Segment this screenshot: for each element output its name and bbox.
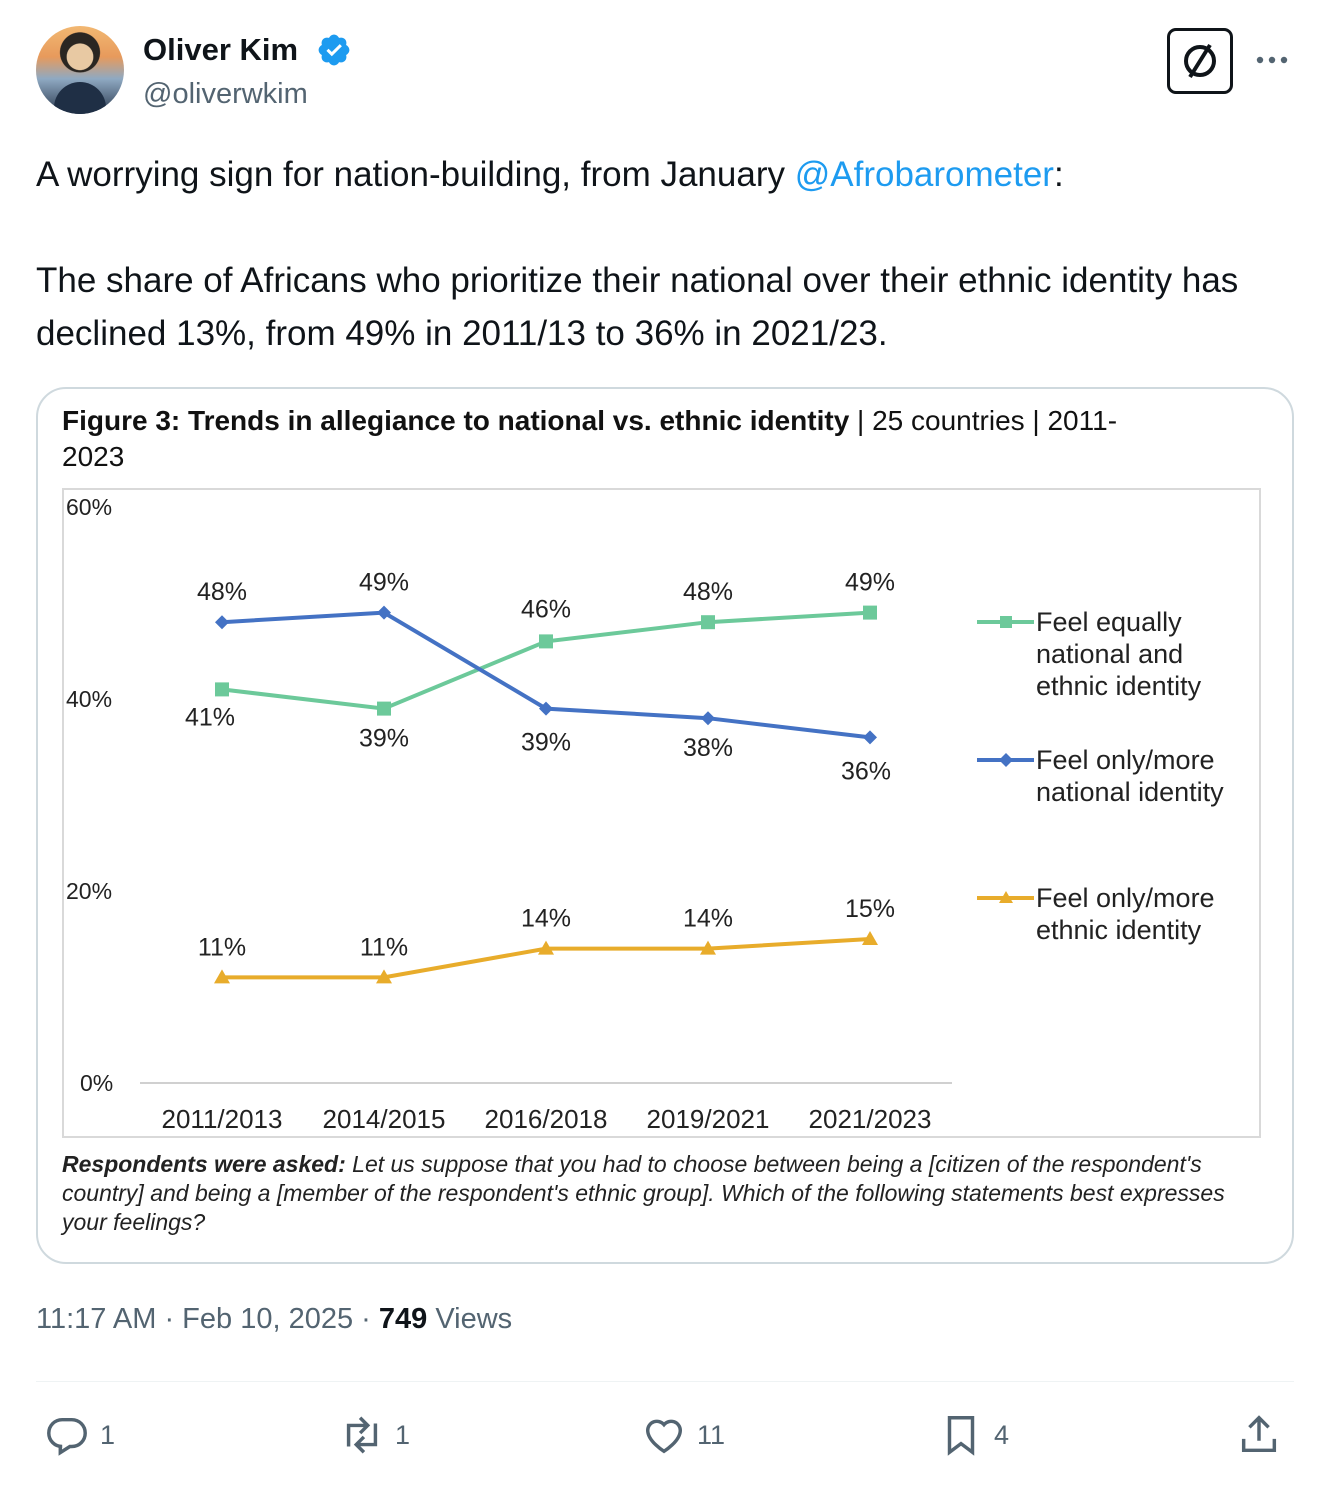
figure-footnote: Respondents were asked: Let us suppose t… [62, 1151, 1225, 1235]
data-label: 49% [359, 569, 409, 597]
data-point [215, 615, 229, 630]
like-count: 11 [697, 1419, 726, 1450]
grok-icon[interactable] [1167, 28, 1233, 94]
share-button[interactable] [1236, 1410, 1292, 1460]
views-count: 749 [378, 1303, 428, 1335]
data-label: 14% [683, 905, 733, 933]
legend-label: Feel only/more [1036, 883, 1215, 913]
legend-label: ethnic identity [1036, 671, 1202, 701]
x-tick-label: 2016/2018 [485, 1104, 608, 1134]
bookmark-button[interactable]: 4 [938, 1410, 1009, 1460]
reply-icon [47, 1417, 87, 1456]
x-tick-label: 2014/2015 [323, 1104, 446, 1134]
tweet-paragraph: The share of Africans who prioritize the… [36, 261, 1239, 353]
y-tick-label: 0% [80, 1070, 113, 1096]
data-label: 41% [185, 703, 235, 731]
tweet-text: A worrying sign for nation-building, fro… [36, 148, 1286, 360]
data-point [863, 605, 877, 620]
author-name[interactable]: Oliver Kim [143, 32, 299, 67]
verified-badge-icon [318, 34, 350, 66]
y-tick-label: 60% [66, 494, 112, 520]
data-point [539, 701, 553, 716]
repost-count: 1 [395, 1419, 411, 1450]
legend-marker [999, 891, 1013, 903]
bookmark-count: 4 [994, 1419, 1010, 1450]
legend-label: ethnic identity [1036, 915, 1202, 945]
tweet-time[interactable]: 11:17 AM [36, 1303, 157, 1335]
like-icon [645, 1419, 683, 1454]
data-point [376, 969, 392, 984]
data-point [701, 615, 715, 630]
tweet-date[interactable]: Feb 10, 2025 [182, 1303, 354, 1335]
data-label: 49% [845, 569, 895, 597]
like-button[interactable]: 11 [641, 1410, 725, 1460]
data-label: 36% [841, 757, 891, 785]
x-tick-label: 2019/2021 [647, 1104, 770, 1134]
data-point [377, 605, 391, 620]
data-label: 38% [683, 734, 733, 762]
avatar[interactable] [36, 26, 124, 114]
data-label: 11% [198, 933, 246, 961]
x-tick-label: 2021/2023 [809, 1104, 932, 1134]
data-point [539, 634, 553, 649]
data-label: 39% [359, 725, 409, 753]
repost-icon [346, 1416, 378, 1454]
data-label: 48% [197, 578, 247, 606]
share-icon [1241, 1415, 1277, 1453]
data-point [215, 682, 229, 697]
legend-label: Feel only/more [1036, 745, 1215, 775]
data-point [538, 940, 554, 955]
legend-label: Feel equally [1036, 607, 1182, 637]
reply-button[interactable]: 1 [44, 1410, 115, 1460]
x-tick-label: 2011/2013 [162, 1104, 283, 1134]
legend-label: national and [1036, 639, 1183, 669]
figure-title: Figure 3: Trends in allegiance to nation… [62, 405, 1118, 472]
divider [36, 1381, 1294, 1382]
bookmark-icon [947, 1416, 975, 1456]
views-label: Views [435, 1303, 513, 1335]
data-label: 39% [521, 729, 571, 757]
data-point [377, 701, 391, 716]
data-label: 15% [845, 895, 895, 923]
data-label: 46% [521, 595, 571, 623]
legend-marker [1000, 616, 1012, 628]
data-point [863, 730, 877, 745]
data-point [700, 940, 716, 955]
tweet-meta: 11:17 AM · Feb 10, 2025 · 749 Views [36, 1303, 513, 1335]
data-point [214, 969, 230, 984]
data-point [701, 711, 715, 726]
more-icon[interactable] [1251, 42, 1293, 78]
data-point [862, 931, 878, 945]
data-label: 48% [683, 578, 733, 606]
mention-link[interactable]: @Afrobarometer [794, 155, 1054, 194]
data-label: 11% [360, 933, 408, 961]
data-label: 14% [521, 905, 571, 933]
legend-label: national identity [1036, 777, 1224, 807]
author-handle[interactable]: @oliverwkim [143, 78, 308, 110]
y-tick-label: 20% [66, 878, 112, 904]
media-card[interactable] [36, 387, 1294, 1264]
y-tick-label: 40% [66, 686, 112, 712]
legend-marker [999, 753, 1013, 767]
reply-count: 1 [100, 1419, 116, 1450]
line-chart: 0% 20% 40% 60% 2011/2013 2014/2015 2016/2018 20… [62, 488, 1261, 1138]
repost-button[interactable]: 1 [339, 1410, 410, 1460]
